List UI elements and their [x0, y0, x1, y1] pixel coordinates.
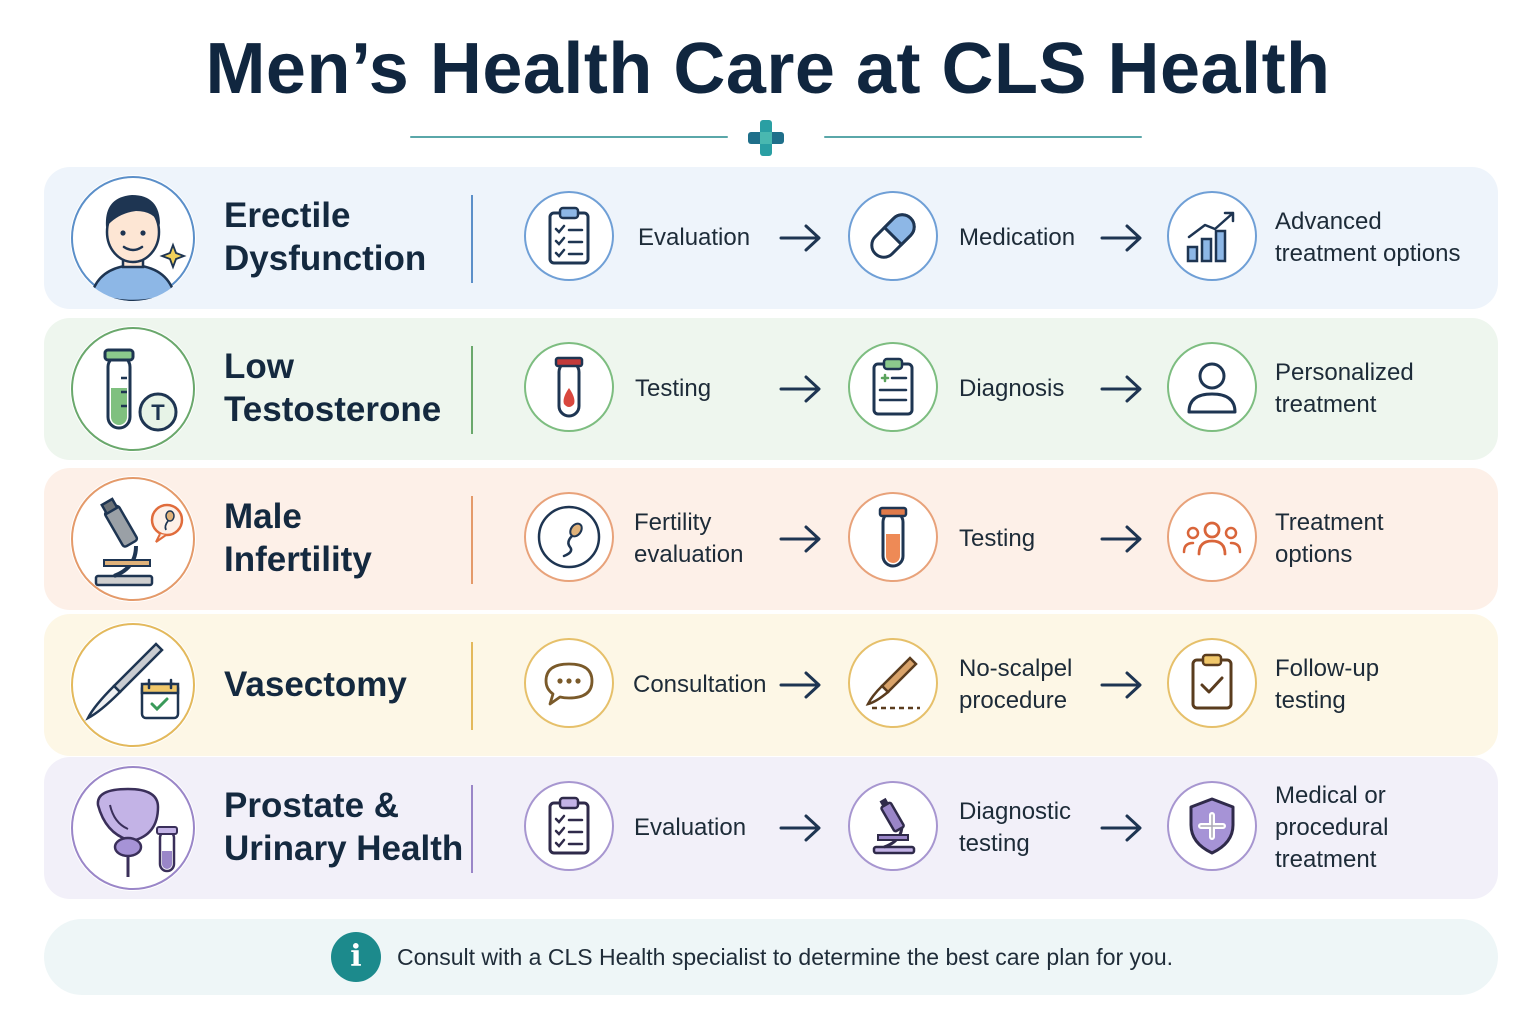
clipboard-check-icon [1167, 638, 1257, 728]
step-label: Testing [635, 375, 712, 403]
clipboard-checklist-icon [524, 781, 614, 871]
arrow-right-icon [778, 222, 824, 254]
footer-note-bar: i Consult with a CLS Health specialist t… [44, 919, 1498, 995]
divider-line-right [824, 136, 1142, 138]
row-vasectomy: Vasectomy Consultation No-scalpel proced… [44, 614, 1498, 756]
condition-title: Prostate & Urinary Health [224, 786, 464, 868]
divider-line-left [410, 136, 728, 138]
row-low-testosterone: T Low Testosterone Testing Diagnosis Per… [44, 318, 1498, 460]
row-male-infertility: Male Infertility Fertility evaluation Te… [44, 468, 1498, 610]
arrow-right-icon [778, 669, 824, 701]
group-people-icon [1167, 492, 1257, 582]
arrow-right-icon [1099, 523, 1145, 555]
sample-tube-icon [848, 492, 938, 582]
scalpel-calendar-icon [70, 622, 196, 748]
row-separator [471, 642, 473, 730]
step-label: Follow-up testing [1275, 655, 1380, 714]
arrow-right-icon [778, 523, 824, 555]
condition-title: Male Infertility [224, 497, 372, 579]
bar-chart-growth-icon [1167, 191, 1257, 281]
bladder-prostate-icon [70, 765, 196, 891]
person-icon [1167, 342, 1257, 432]
row-prostate-urinary-health: Prostate & Urinary Health Evaluation Dia… [44, 757, 1498, 899]
row-erectile-dysfunction: Erectile Dysfunction Evaluation Medicati… [44, 167, 1498, 309]
footer-note: Consult with a CLS Health specialist to … [397, 943, 1174, 970]
pill-icon [848, 191, 938, 281]
blood-tube-icon [524, 342, 614, 432]
step-label: Diagnosis [959, 375, 1065, 403]
step-label: Fertility evaluation [634, 509, 744, 568]
arrow-right-icon [1099, 373, 1145, 405]
clipboard-checklist-icon [524, 191, 614, 281]
row-separator [471, 785, 473, 873]
step-label: Testing [959, 525, 1036, 553]
page-title: Men’s Health Care at CLS Health [205, 29, 1331, 109]
scalpel-icon [848, 638, 938, 728]
microscope-icon [848, 781, 938, 871]
arrow-right-icon [1099, 669, 1145, 701]
sperm-icon [524, 492, 614, 582]
step-label: Advanced treatment options [1275, 208, 1461, 267]
shield-cross-icon [1167, 781, 1257, 871]
condition-title: Vasectomy [224, 664, 407, 704]
arrow-right-icon [778, 373, 824, 405]
arrow-right-icon [778, 812, 824, 844]
info-icon: i [331, 932, 381, 982]
arrow-right-icon [1099, 222, 1145, 254]
test-tube-testosterone-icon: T [70, 326, 196, 452]
svg-text:T: T [151, 400, 165, 425]
step-label: Treatment options [1275, 509, 1384, 568]
clipboard-medical-icon [848, 342, 938, 432]
step-label: Personalized treatment [1275, 359, 1414, 418]
title-divider [410, 118, 1142, 158]
row-separator [471, 195, 473, 283]
microscope-sperm-icon [70, 476, 196, 602]
row-separator [471, 496, 473, 584]
condition-title: Erectile Dysfunction [224, 196, 427, 278]
step-label: No-scalpel procedure [959, 655, 1073, 714]
step-label: Evaluation [634, 814, 747, 842]
medical-cross-icon [748, 120, 784, 156]
condition-title: Low Testosterone [224, 347, 442, 429]
speech-bubble-icon [524, 638, 614, 728]
step-label: Diagnostic testing [959, 798, 1072, 857]
man-face-icon [70, 175, 196, 301]
row-separator [471, 346, 473, 434]
step-label: Medication [959, 224, 1076, 252]
step-label: Evaluation [638, 224, 751, 252]
step-label: Consultation [633, 671, 767, 699]
step-label: Medical or procedural treatment [1275, 782, 1389, 873]
arrow-right-icon [1099, 812, 1145, 844]
